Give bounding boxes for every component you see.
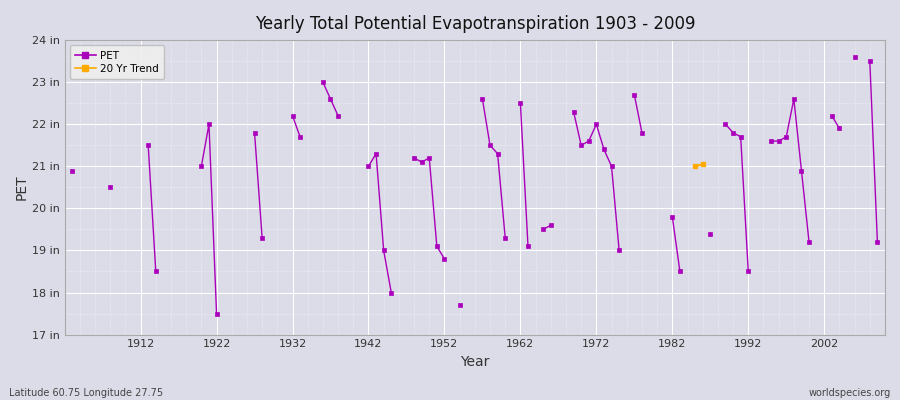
- Text: Latitude 60.75 Longitude 27.75: Latitude 60.75 Longitude 27.75: [9, 388, 163, 398]
- Legend: PET, 20 Yr Trend: PET, 20 Yr Trend: [70, 45, 164, 79]
- X-axis label: Year: Year: [460, 355, 490, 369]
- Title: Yearly Total Potential Evapotranspiration 1903 - 2009: Yearly Total Potential Evapotranspiratio…: [255, 15, 695, 33]
- Text: worldspecies.org: worldspecies.org: [809, 388, 891, 398]
- Y-axis label: PET: PET: [15, 174, 29, 200]
